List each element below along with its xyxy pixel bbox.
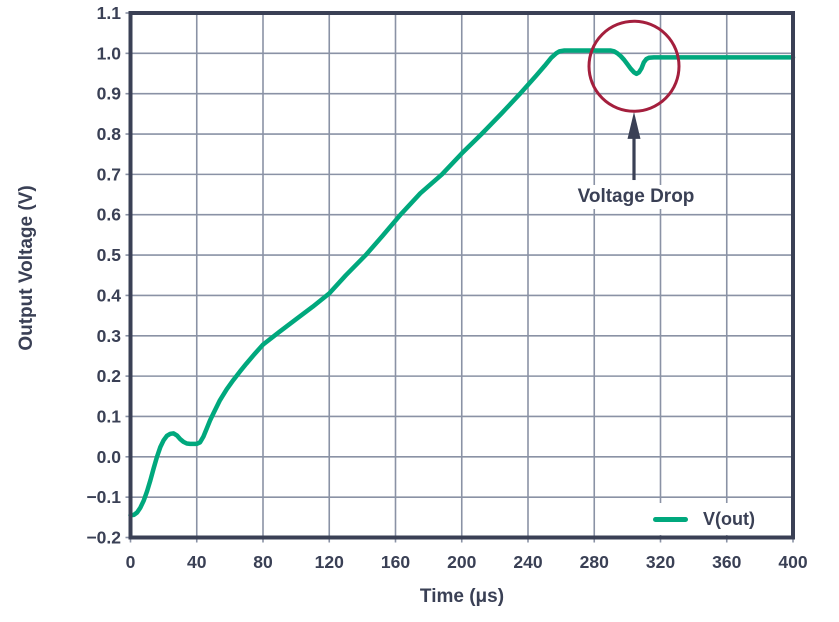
vout-curve	[128, 48, 796, 518]
x-tick-label: 360	[712, 552, 741, 572]
y-tick-label: 0.9	[97, 84, 122, 104]
gridlines	[129, 12, 794, 539]
y-tick-label: 0.6	[97, 205, 122, 225]
y-axis-title: Output Voltage (V)	[16, 185, 37, 351]
y-tick-label: −0.2	[86, 528, 121, 548]
voltage-drop-highlight-circle	[587, 19, 681, 113]
x-tick-label: 400	[778, 552, 807, 572]
tick-marks	[125, 12, 794, 543]
y-tick-label: 1.1	[97, 3, 122, 23]
y-tick-label: 0.1	[97, 406, 122, 426]
y-tick-label: 0.4	[97, 285, 122, 305]
x-axis-title: Time (μs)	[419, 586, 505, 607]
y-tick-label: 0.7	[97, 164, 121, 184]
voltage-drop-annotation-label: Voltage Drop	[570, 185, 702, 209]
y-tick-label: 0.2	[97, 366, 122, 386]
arrow-head	[627, 111, 641, 139]
y-tick-label: 1.0	[97, 43, 122, 63]
x-tick-label: 240	[513, 552, 542, 572]
tick-labels: 0 40 80 120 160 200 240 280 320 360 400 1.1 1.0 0.9 0.…	[86, 3, 807, 572]
x-tick-label: 280	[580, 552, 609, 572]
x-tick-label: 80	[253, 552, 273, 572]
y-tick-label: 0.0	[97, 447, 122, 467]
y-tick-label: 0.5	[97, 245, 122, 265]
legend-line-swatch	[653, 516, 688, 522]
x-tick-label: 0	[126, 552, 136, 572]
y-tick-label: 0.3	[97, 326, 122, 346]
x-tick-label: 120	[315, 552, 344, 572]
legend-series-label: V(out)	[703, 508, 755, 529]
plot-border	[128, 11, 795, 540]
y-tick-label: −0.1	[86, 487, 121, 507]
x-tick-label: 320	[646, 552, 675, 572]
annotation-arrow	[627, 111, 641, 181]
legend: V(out)	[629, 503, 790, 535]
x-tick-label: 40	[187, 552, 207, 572]
y-tick-label: 0.8	[97, 124, 122, 144]
x-tick-label: 160	[381, 552, 410, 572]
x-tick-label: 200	[447, 552, 476, 572]
